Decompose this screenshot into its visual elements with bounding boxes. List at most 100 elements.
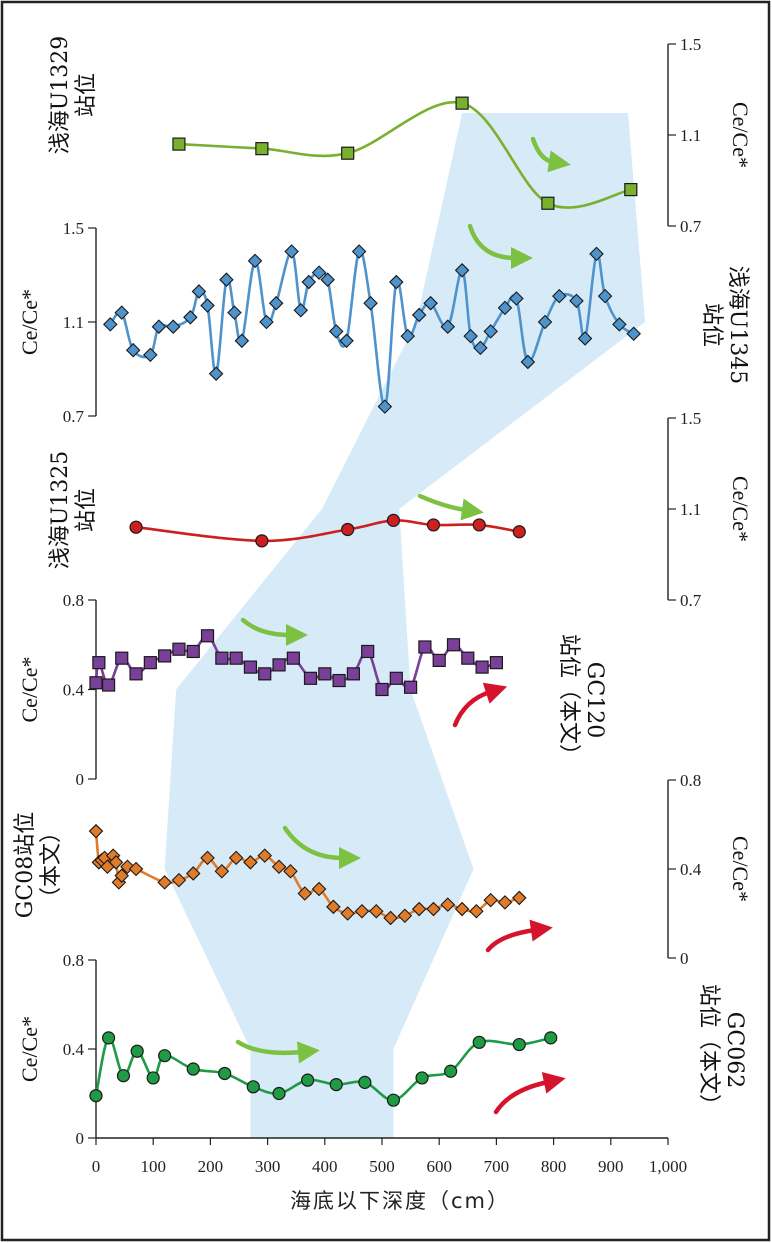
data-point-u1345 [301,274,317,290]
green-trend-arrow-gc120 [240,617,308,646]
data-point-u1345 [114,305,130,320]
data-point-u1345 [183,310,198,325]
data-point-gc08 [483,892,498,908]
data-point-u1345 [423,295,438,311]
y-tick-label-u1325: 0.7 [680,591,702,610]
data-point-gc08 [120,859,135,875]
site-label-u1325: 浅海U1325站位 [48,451,99,570]
x-tick-label: 400 [312,1157,338,1176]
y-axis-title-u1329: Ce/Ce* [728,102,753,168]
data-point-gc08 [271,859,287,875]
data-point-gc062 [146,1071,160,1085]
data-point-u1345 [339,333,354,349]
data-point-gc120 [258,667,272,681]
data-point-gc120 [346,667,360,681]
green-trend-arrow-u1345-shaft [467,223,518,261]
data-point-gc08 [497,895,513,910]
green-trend-arrow-u1345-head [511,247,533,269]
data-point-gc08 [228,850,244,866]
y-tick-label-u1329: 1.5 [680,35,701,54]
data-point-u1345 [497,300,513,316]
y-tick-label-u1345: 1.5 [63,219,84,238]
data-point-gc120 [229,651,243,665]
data-point-u1345 [234,333,250,349]
data-point-u1345 [509,291,524,306]
data-point-u1345 [377,399,393,414]
data-point-u1345 [363,295,378,311]
data-point-gc120 [461,651,475,665]
data-point-gc08 [354,903,370,919]
data-point-gc062 [116,1069,131,1083]
site-label-line: 站位 [74,488,99,532]
y-tick-label-u1325: 1.5 [680,409,701,428]
x-tick-label: 600 [426,1157,452,1176]
data-point-gc08 [426,901,441,917]
highlight-band-area [164,113,646,1138]
data-point-u1345 [389,274,404,290]
data-point-u1345 [483,324,498,339]
data-point-gc120 [489,656,503,670]
data-point-gc08 [88,823,104,839]
site-label-u1329: 浅海U1329站位 [48,36,99,155]
y-tick-label-gc062: 0.4 [63,1040,85,1059]
data-point-u1325 [426,518,441,532]
data-point-gc120 [158,649,172,663]
data-point-gc062 [415,1071,429,1085]
green-trend-arrow-u1325 [417,493,484,521]
green-trend-arrow-gc120-head [286,624,308,646]
data-point-u1345 [151,319,167,334]
data-point-gc062 [186,1062,200,1076]
data-point-gc08 [397,908,413,924]
data-point-gc062 [472,1035,486,1049]
data-point-gc120 [200,629,215,643]
data-point-gc120 [115,651,129,665]
data-point-u1325 [255,534,269,548]
green-trend-arrow-gc120-shaft [240,617,293,638]
data-point-u1345 [552,288,567,304]
data-point-u1345 [320,272,335,287]
data-point-gc08 [243,855,258,870]
site-label-gc120: GC120站位（本文） [556,634,607,766]
red-trend-arrow-gc08-shaft [485,927,538,953]
red-trend-arrow-gc120 [452,682,508,728]
data-point-gc120 [361,644,375,659]
green-trend-arrow-u1329 [530,136,571,173]
data-point-gc120 [215,651,229,665]
data-point-u1345 [219,272,234,287]
data-point-gc120 [318,667,332,681]
data-point-u1329 [341,146,355,160]
data-point-gc062 [158,1049,172,1063]
y-tick-label-gc08: 0.4 [680,860,702,879]
data-point-gc120 [143,656,157,670]
green-trend-arrow-gc062 [235,1039,320,1064]
data-point-u1345 [268,295,284,311]
x-tick-label: 0 [92,1157,101,1176]
data-point-gc120 [186,644,200,659]
data-point-u1325 [512,525,526,539]
data-point-u1329 [455,96,469,110]
site-label-line: 站位 [699,303,724,347]
data-point-gc120 [129,667,143,681]
data-point-gc062 [544,1031,558,1045]
data-point-gc120 [332,673,346,688]
green-trend-arrow-u1345 [467,223,533,269]
data-point-u1345 [569,293,584,309]
axes-layer: 0 100 200 300 400 500 600 700 800 900 1,000 1.5 1.1 0… [63,35,702,1176]
data-point-u1345 [473,340,488,356]
data-point-gc120 [446,638,461,652]
data-point-u1325 [129,520,143,534]
data-point-gc08 [411,901,427,917]
data-point-u1329 [172,137,186,151]
data-point-gc08 [171,872,187,888]
red-trend-arrow-gc062 [493,1072,566,1115]
data-point-gc062 [89,1089,103,1103]
data-point-gc062 [101,1031,116,1045]
data-point-u1345 [589,246,604,262]
x-tick-label: 900 [598,1157,624,1176]
data-point-u1345 [284,244,299,259]
data-point-u1325 [472,518,486,532]
data-point-gc120 [286,651,300,665]
data-point-u1345 [411,307,427,323]
